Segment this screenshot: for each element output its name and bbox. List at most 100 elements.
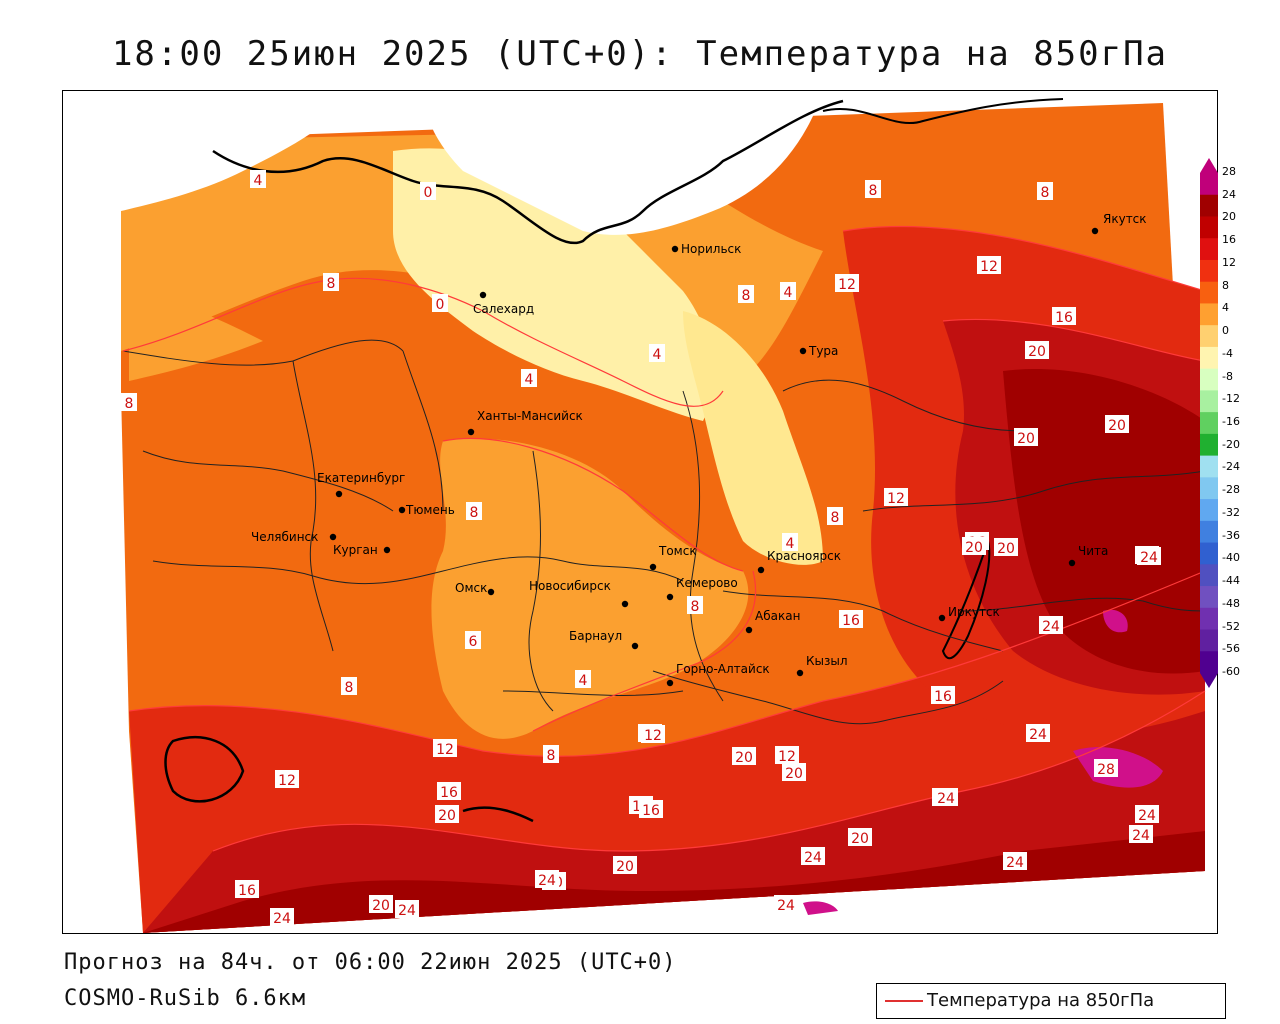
orange-region-west-1 [129, 291, 263, 381]
colorbar-tick-label: -40 [1222, 551, 1240, 565]
colorbar-tick-label: 20 [1222, 210, 1236, 224]
contour-labels-layer: 4080448481281216208202012816202484684812… [121, 170, 1161, 927]
city-label: Омск [455, 581, 487, 595]
contour-label: 12 [778, 749, 796, 765]
colorbar-tick-label: -24 [1222, 460, 1240, 474]
contour-label: 0 [424, 185, 433, 201]
colorbar-segment [1200, 325, 1218, 348]
contour-label-bg [543, 745, 559, 763]
contour-label: 20 [1028, 344, 1046, 360]
city-marker [487, 588, 495, 596]
city-label: Челябинск [251, 530, 318, 544]
city-label: Норильск [681, 242, 741, 256]
legend-line-swatch [885, 1000, 923, 1002]
map-title: 18:00 25июн 2025 (UTC+0): Температура на… [111, 34, 1169, 74]
contour-label-bg [420, 182, 436, 200]
hot-spot-3 [803, 901, 838, 915]
contour-label: 24 [777, 898, 795, 914]
contour-label: 24 [273, 911, 291, 927]
city-label: Екатеринбург [317, 471, 405, 485]
contour-label: 24 [1042, 619, 1060, 635]
colorbar-segment [1200, 368, 1218, 391]
contour-label: 20 [616, 859, 634, 875]
colorbar-tick-label: -52 [1222, 619, 1240, 633]
contour-label: 16 [934, 689, 952, 705]
region-boundaries [122, 339, 1206, 725]
colorbar-segment [1200, 412, 1218, 435]
temperature-map: Норильск Якутск Салехард Тура Ханты-Мансийск… [63, 91, 1217, 933]
contour-label-bg [323, 273, 339, 291]
contour-label-bg [1026, 724, 1050, 742]
cities-layer: Норильск Якутск Салехард Тура Ханты-Мансийск… [251, 212, 1147, 687]
contour-label: 24 [398, 903, 416, 919]
colorbar-segment [1200, 651, 1218, 674]
contour-label-bg [687, 596, 703, 614]
city-label: Абакан [755, 609, 800, 623]
contour-label-bg [801, 847, 825, 865]
contour-label: 12 [980, 259, 998, 275]
map-frame: Норильск Якутск Салехард Тура Ханты-Мансийск… [62, 90, 1218, 934]
contour-label: 8 [547, 748, 556, 764]
contour-label: 4 [653, 347, 662, 363]
city-marker [671, 245, 679, 253]
city-label: Кызыл [806, 654, 848, 668]
contour-label-bg [521, 369, 537, 387]
colorbar-segment [1200, 433, 1218, 457]
contour-label-bg [235, 880, 259, 898]
contour-label: 20 [965, 540, 983, 556]
city-label: Курган [333, 543, 378, 557]
contour-label: 24 [1006, 855, 1024, 871]
contour-label-bg [1052, 307, 1076, 325]
contour-label: 16 [440, 785, 458, 801]
city-label: Кемерово [676, 576, 738, 590]
city-label: Горно-Алтайск [676, 662, 770, 676]
contour-label-bg [780, 282, 796, 300]
colorbar-segment [1200, 477, 1218, 500]
colorbar-segment [1200, 259, 1218, 283]
orange-region-center [431, 438, 749, 739]
isotherms [122, 225, 1206, 852]
colorbar-tick-label: -12 [1222, 392, 1240, 406]
contour-label: 24 [804, 850, 822, 866]
colorbar-tick-label: -28 [1222, 483, 1240, 497]
legend: Температура на 850гПа [876, 983, 1226, 1019]
contour-label-bg [639, 800, 663, 818]
contour-label-bg [962, 537, 986, 555]
contour-label-bg [1135, 805, 1159, 823]
contour-label-bg [437, 782, 461, 800]
colorbar-segment [1200, 173, 1218, 196]
colorbar-tick-label: -36 [1222, 528, 1240, 542]
contour-label-bg [575, 670, 591, 688]
contour-label: 24 [937, 791, 955, 807]
contour-label: 20 [997, 541, 1015, 557]
city-label: Новосибирск [529, 579, 611, 593]
model-info: COSMO-RuSib 6.6км [64, 986, 307, 1011]
contour-label-bg [738, 285, 754, 303]
contour-label-bg [775, 746, 799, 764]
contour-label: 24 [1029, 727, 1047, 743]
contour-label: 8 [691, 599, 700, 615]
contour-label: 8 [470, 505, 479, 521]
colorbar-segment [1200, 216, 1218, 239]
colorbar-segment [1200, 520, 1218, 544]
contour-label: 20 [851, 831, 869, 847]
colorbar-tick-label: -4 [1222, 346, 1233, 360]
contour-label-bg [1137, 547, 1161, 565]
contour-label-bg [1025, 341, 1049, 359]
colorbar-segment [1200, 346, 1218, 370]
city-marker [796, 669, 804, 677]
hot-spot-2 [1103, 609, 1128, 633]
contour-label: 8 [831, 510, 840, 526]
colorbar-tick-label: -60 [1222, 665, 1240, 678]
contour-label-bg [835, 274, 859, 292]
contour-label-bg [466, 502, 482, 520]
forecast-info: Прогноз на 84ч. от 06:00 22июн 2025 (UTC… [64, 950, 677, 975]
contour-label-bg [432, 294, 448, 312]
city-label: Томск [658, 544, 697, 558]
contour-label: 24 [1138, 808, 1156, 824]
city-label: Барнаул [569, 629, 622, 643]
colorbar-tick-label: 28 [1222, 165, 1236, 178]
colorbar-segment [1200, 499, 1218, 522]
colorbar-tick-label: 0 [1222, 324, 1229, 338]
colorbar-tick-label: -8 [1222, 369, 1233, 383]
